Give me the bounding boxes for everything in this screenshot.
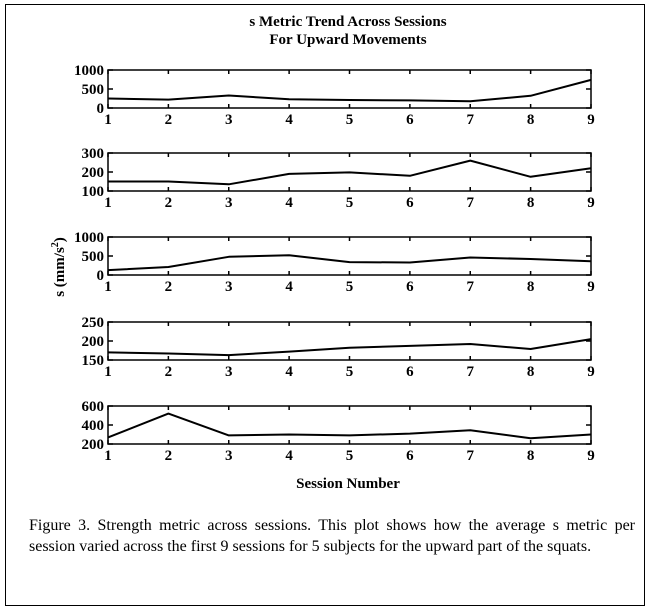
x-tick-label: 7 [467, 364, 475, 380]
x-tick-label: 2 [165, 364, 173, 380]
x-tick-label: 4 [285, 112, 293, 128]
x-tick-label: 6 [406, 112, 414, 128]
x-tick-label: 8 [527, 448, 535, 464]
x-tick-label: 1 [104, 279, 112, 295]
x-tick-label: 5 [346, 448, 354, 464]
x-tick-label: 7 [467, 279, 475, 295]
panel-5-series-line [107, 412, 592, 440]
y-tick-label: 250 [82, 315, 105, 331]
panels: 1 2 3 4 5 6 7 8 9 0 500 1000 1 2 3 4 5 6 7 8 9 100 200 300 1 2 3 4 5… [74, 63, 595, 464]
panel-2-series-line [108, 159, 592, 186]
y-tick-label: 400 [82, 418, 105, 434]
x-tick-label: 1 [104, 195, 112, 211]
x-tick-label: 9 [587, 112, 595, 128]
x-tick-label: 1 [104, 112, 112, 128]
y-tick-label: 600 [82, 399, 105, 415]
y-tick-label: 100 [82, 184, 105, 200]
figure-caption: Figure 3. Strength metric across session… [29, 517, 635, 555]
x-tick-label: 6 [406, 279, 414, 295]
x-tick-label: 9 [587, 195, 595, 211]
panel-5-axes-box [107, 405, 592, 445]
x-tick-label: 5 [346, 195, 354, 211]
x-tick-label: 4 [285, 448, 293, 464]
y-tick-label: 200 [82, 437, 105, 453]
y-axis-label-text: s (mm/s [52, 247, 68, 297]
panel-4: 1 2 3 4 5 6 7 8 9 150 200 250 [82, 315, 595, 380]
y-tick-label: 500 [82, 82, 105, 98]
x-tick-label: 2 [165, 195, 173, 211]
x-tick-label: 2 [165, 448, 173, 464]
chart: s Metric Trend Across Sessions For Upwar… [50, 14, 595, 492]
y-tick-label: 200 [82, 334, 105, 350]
panel-1: 1 2 3 4 5 6 7 8 9 0 500 1000 [74, 63, 595, 128]
x-tick-label: 6 [406, 448, 414, 464]
x-tick-label: 4 [285, 195, 293, 211]
panel-1-axes-box [107, 69, 592, 109]
x-tick-label: 8 [527, 195, 535, 211]
x-tick-label: 1 [104, 364, 112, 380]
y-axis-label-close: ) [52, 237, 68, 242]
y-tick-label: 1000 [74, 63, 104, 79]
x-tick-label: 3 [225, 195, 233, 211]
x-tick-label: 3 [225, 112, 233, 128]
x-tick-label: 6 [406, 195, 414, 211]
chart-title: s Metric Trend Across Sessions [249, 14, 446, 30]
y-axis-label: s (mm/s2) [50, 237, 68, 297]
y-tick-label: 300 [82, 146, 105, 162]
panel-2: 1 2 3 4 5 6 7 8 9 100 200 300 [82, 146, 595, 211]
x-tick-label: 7 [467, 195, 475, 211]
x-axis-label: Session Number [296, 476, 400, 492]
x-tick-label: 4 [285, 364, 293, 380]
x-tick-label: 8 [527, 279, 535, 295]
x-tick-label: 3 [225, 448, 233, 464]
panel-4-series-line [107, 338, 592, 357]
x-tick-label: 1 [104, 448, 112, 464]
x-tick-label: 2 [165, 112, 173, 128]
x-tick-label: 5 [346, 364, 354, 380]
figure-frame: s Metric Trend Across Sessions For Upwar… [5, 4, 645, 606]
x-tick-label: 3 [225, 279, 233, 295]
x-tick-label: 8 [527, 364, 535, 380]
x-tick-label: 2 [165, 279, 173, 295]
x-tick-label: 5 [346, 279, 354, 295]
x-tick-label: 9 [587, 279, 595, 295]
x-tick-label: 9 [587, 364, 595, 380]
panel-3: 1 2 3 4 5 6 7 8 9 0 500 1000 [74, 230, 595, 295]
panel-1-series-line [107, 78, 592, 103]
y-tick-label: 200 [82, 165, 105, 181]
panel-3-axes-box [107, 236, 592, 276]
y-tick-label: 1000 [74, 230, 104, 246]
x-tick-label: 7 [467, 448, 475, 464]
y-tick-label: 150 [82, 353, 105, 369]
x-tick-label: 6 [406, 364, 414, 380]
x-tick-label: 4 [285, 279, 293, 295]
y-tick-label: 0 [97, 101, 105, 117]
y-tick-label: 0 [97, 268, 105, 284]
x-tick-label: 8 [527, 112, 535, 128]
y-axis-label-superscript: 2 [50, 242, 61, 247]
panel-3-series-line [107, 254, 592, 272]
y-tick-label: 500 [82, 249, 105, 265]
x-tick-label: 5 [346, 112, 354, 128]
x-tick-label: 7 [467, 112, 475, 128]
chart-subtitle: For Upward Movements [269, 32, 426, 48]
x-tick-label: 3 [225, 364, 233, 380]
x-tick-label: 9 [587, 448, 595, 464]
panel-5: 1 2 3 4 5 6 7 8 9 200 400 600 [82, 399, 595, 464]
